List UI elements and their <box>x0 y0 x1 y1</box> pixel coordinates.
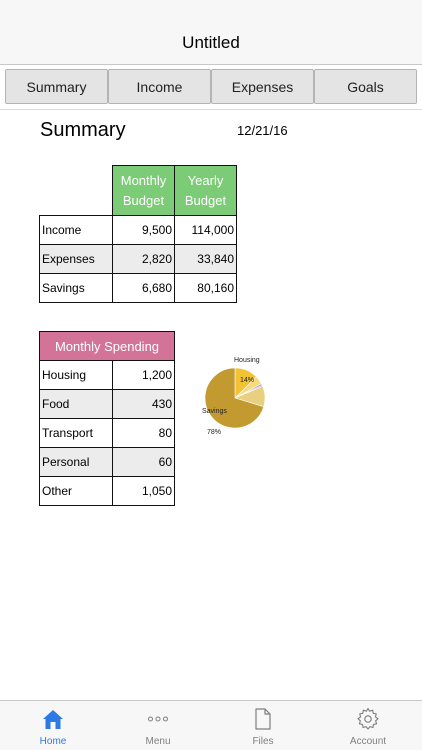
tab-bar-label: Files <box>252 736 274 747</box>
header-text: Budget <box>184 192 227 208</box>
spending-pie-chart[interactable]: Housing Savings 14% 78% <box>190 350 280 440</box>
tab-bar-home[interactable]: Home <box>13 701 93 750</box>
empty-corner-cell <box>39 165 113 216</box>
monthly-spending-header[interactable]: Monthly Spending <box>39 331 175 361</box>
tab-summary[interactable]: Summary <box>5 69 108 104</box>
header-text: Yearly <box>187 172 224 188</box>
table-row: Food 430 <box>39 389 175 419</box>
pie-percent-label: 14% <box>240 377 254 384</box>
row-label-income[interactable]: Income <box>39 215 113 245</box>
row-label-expenses[interactable]: Expenses <box>39 244 113 274</box>
tab-bar-menu[interactable]: Menu <box>118 701 198 750</box>
spending-table: Monthly Spending Housing 1,200 Food 430 … <box>39 331 175 506</box>
monthly-budget-header[interactable]: Monthly Budget <box>112 165 175 216</box>
pie-label-housing: Housing <box>234 357 260 364</box>
file-icon <box>255 708 271 730</box>
row-label-other[interactable]: Other <box>39 476 113 506</box>
sheet-date: 12/21/16 <box>237 123 288 138</box>
table-row: Expenses 2,820 33,840 <box>39 244 237 274</box>
yearly-cell[interactable]: 33,840 <box>174 244 237 274</box>
table-row: Personal 60 <box>39 447 175 477</box>
table-row: Income 9,500 114,000 <box>39 215 237 245</box>
tab-bar-account[interactable]: Account <box>328 701 408 750</box>
sheet-tabs: Summary Income Expenses Goals <box>0 66 422 110</box>
sheet-title: Summary <box>40 119 126 141</box>
tab-income[interactable]: Income <box>108 69 211 104</box>
tab-bar-files[interactable]: Files <box>223 701 303 750</box>
row-label-personal[interactable]: Personal <box>39 447 113 477</box>
row-label-transport[interactable]: Transport <box>39 418 113 448</box>
tab-bar-label: Menu <box>145 736 171 747</box>
monthly-cell[interactable]: 9,500 <box>112 215 175 245</box>
spending-value-cell[interactable]: 1,200 <box>112 360 175 390</box>
pie-percent-label: 78% <box>207 429 221 436</box>
document-title: Untitled <box>182 33 240 52</box>
table-row: Other 1,050 <box>39 476 175 506</box>
tab-expenses[interactable]: Expenses <box>211 69 314 104</box>
tab-bar-label: Account <box>349 736 387 747</box>
home-icon <box>43 710 63 729</box>
spending-value-cell[interactable]: 430 <box>112 389 175 419</box>
spending-header-row: Monthly Spending <box>39 331 175 361</box>
gear-icon <box>357 707 379 730</box>
navigation-bar: Untitled <box>0 0 422 65</box>
spending-value-cell[interactable]: 1,050 <box>112 476 175 506</box>
row-label-savings[interactable]: Savings <box>39 273 113 303</box>
pie-slice-savings[interactable] <box>204 367 265 429</box>
yearly-cell[interactable]: 114,000 <box>174 215 237 245</box>
monthly-cell[interactable]: 2,820 <box>112 244 175 274</box>
budget-header-row: Monthly Budget Yearly Budget <box>39 165 237 216</box>
spending-value-cell[interactable]: 60 <box>112 447 175 477</box>
yearly-budget-header[interactable]: Yearly Budget <box>174 165 237 216</box>
bottom-tab-bar: Home Menu Files Account <box>0 700 422 750</box>
header-text: Monthly <box>120 172 167 188</box>
spending-value-cell[interactable]: 80 <box>112 418 175 448</box>
budget-table: Monthly Budget Yearly Budget Income 9,50… <box>39 165 237 303</box>
tab-goals[interactable]: Goals <box>314 69 417 104</box>
header-text: Budget <box>122 192 165 208</box>
table-row: Transport 80 <box>39 418 175 448</box>
table-row: Housing 1,200 <box>39 360 175 390</box>
menu-dots-icon <box>148 716 168 722</box>
table-row: Savings 6,680 80,160 <box>39 273 237 303</box>
pie-label-savings: Savings <box>202 408 227 415</box>
row-label-food[interactable]: Food <box>39 389 113 419</box>
monthly-cell[interactable]: 6,680 <box>112 273 175 303</box>
row-label-housing[interactable]: Housing <box>39 360 113 390</box>
yearly-cell[interactable]: 80,160 <box>174 273 237 303</box>
tab-bar-label: Home <box>39 736 67 747</box>
